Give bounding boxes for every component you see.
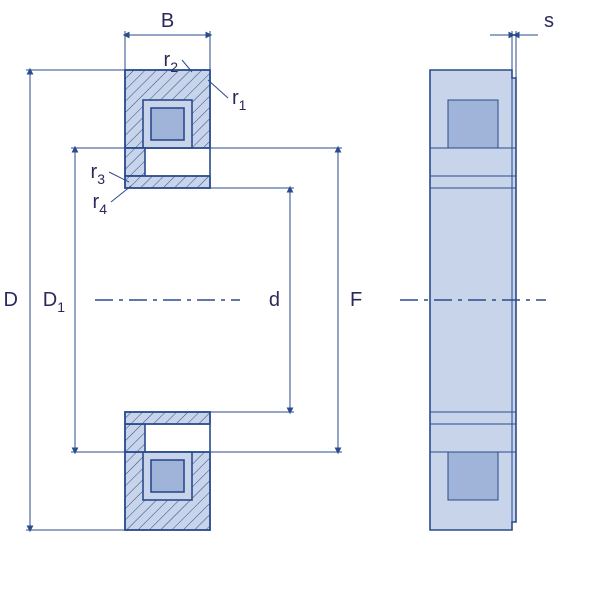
label-B: B bbox=[161, 10, 174, 32]
label-D: D bbox=[4, 289, 18, 311]
label-r4: r4 bbox=[93, 191, 108, 217]
label-D1: D1 bbox=[43, 289, 65, 315]
label-r1: r1 bbox=[232, 87, 247, 113]
bearing-diagram: DD1dFBsr2r1r3r4 bbox=[0, 0, 600, 600]
label-r3: r3 bbox=[91, 161, 106, 187]
label-s: s bbox=[544, 10, 554, 32]
label-d: d bbox=[269, 289, 280, 311]
label-F: F bbox=[350, 289, 362, 311]
